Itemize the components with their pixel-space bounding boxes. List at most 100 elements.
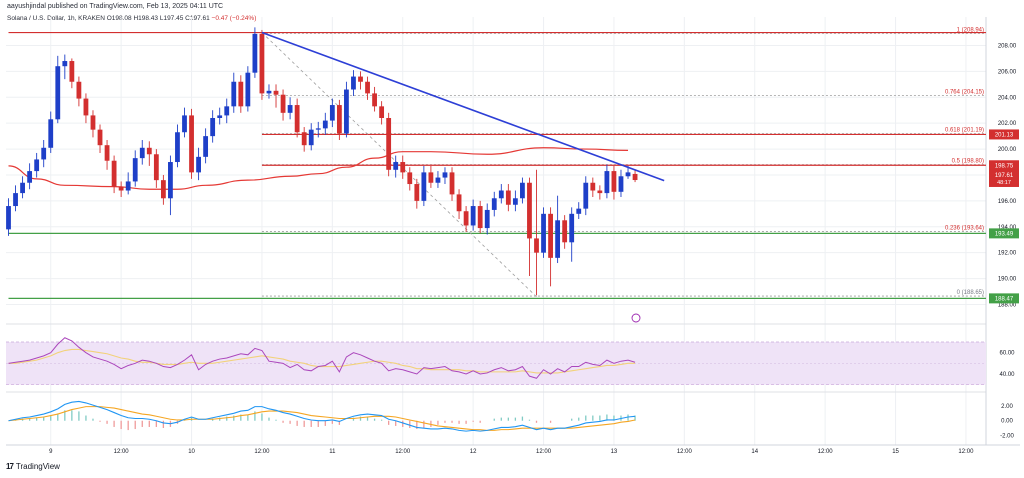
candle-up <box>196 156 201 173</box>
candle-up <box>182 115 187 133</box>
price-badge <box>989 228 1019 239</box>
candle-down <box>104 145 110 161</box>
candle-down <box>534 238 539 253</box>
fib-level-label: 0 (188.65) <box>957 290 984 296</box>
ohlc-values: O198.08 H198.43 L197.45 C197.61 <box>106 15 210 22</box>
macd-tick-label: 0.00 <box>1001 419 1013 425</box>
candle-up <box>210 118 216 137</box>
tradingview-brand: TradingView <box>15 462 60 471</box>
price-badge-label: 188.47 <box>995 296 1014 302</box>
candle-down <box>449 172 455 195</box>
candle-up <box>139 147 145 159</box>
candle-up <box>41 147 47 160</box>
time-tick-label: 12:00 <box>677 449 693 455</box>
candle-up <box>132 158 138 182</box>
candle-down <box>97 129 103 146</box>
candle-up <box>604 171 610 194</box>
candle-up <box>252 33 258 73</box>
candle-up <box>308 129 314 146</box>
candle-up <box>315 128 321 130</box>
rsi-tick-label: 60.00 <box>999 351 1015 357</box>
candle-down <box>632 173 638 181</box>
candle-down <box>590 182 596 191</box>
candle-down <box>407 172 413 185</box>
trend-line <box>261 31 665 182</box>
price-tick-label: 202.00 <box>998 121 1017 127</box>
candle-up <box>435 177 441 183</box>
candle-up <box>618 176 624 192</box>
candle-up <box>498 190 504 199</box>
time-tick-label: 14 <box>751 449 758 455</box>
candle-down <box>372 93 377 107</box>
macd-signal-line <box>8 406 636 431</box>
candle-down <box>76 81 82 99</box>
candle-down <box>527 182 532 239</box>
rsi-line <box>8 337 636 379</box>
time-tick-label: 11 <box>329 449 336 455</box>
candle-down <box>428 172 434 183</box>
candle-down <box>597 190 603 194</box>
candle-down <box>189 115 194 173</box>
candle-up <box>266 90 272 94</box>
candle-down <box>456 194 462 212</box>
time-tick-label: 12:00 <box>958 449 974 455</box>
candle-down <box>69 61 75 82</box>
price-badge <box>989 160 1019 171</box>
candle-down <box>83 98 89 116</box>
candle-down <box>562 220 568 243</box>
candle-down <box>336 105 342 134</box>
time-tick-label: 13 <box>611 449 618 455</box>
candle-up <box>217 115 223 118</box>
candle-up <box>13 193 18 207</box>
price-badge <box>989 169 1019 187</box>
candle-down <box>358 76 363 82</box>
rsi-ma-line <box>8 348 636 374</box>
candle-up <box>20 182 25 194</box>
price-tick-label: 188.00 <box>998 302 1017 308</box>
macd-tick-label: -2.00 <box>1000 434 1014 440</box>
price-badge <box>989 293 1019 304</box>
fib-level-label: 0.236 (193.64) <box>945 225 984 231</box>
macd-tick-label: 2.00 <box>1001 404 1013 410</box>
candle-up <box>351 76 356 90</box>
candle-down <box>90 115 96 130</box>
time-tick-label: 12:00 <box>254 449 270 455</box>
macd-line <box>8 400 636 432</box>
candle-up <box>393 162 399 170</box>
candle-up <box>203 136 209 157</box>
symbol-name: Solana / U.S. Dollar, 1h, KRAKEN <box>7 15 105 22</box>
candle-up <box>520 182 525 199</box>
tv-logo-icon: 17 <box>6 462 14 471</box>
candle-down <box>146 147 152 155</box>
time-tick-label: 12:00 <box>818 449 834 455</box>
candle-down <box>611 171 617 192</box>
tradingview-logo[interactable]: 17 TradingView <box>6 462 60 471</box>
candle-down <box>386 118 392 170</box>
candle-up <box>555 220 561 258</box>
candle-up <box>583 182 589 209</box>
price-tick-label: 200.00 <box>998 147 1017 153</box>
countdown-label: 48:17 <box>997 180 1011 186</box>
candle-up <box>224 106 230 116</box>
candle-down <box>301 132 307 146</box>
candle-up <box>541 213 546 253</box>
candle-down <box>294 105 300 133</box>
price-tick-label: 206.00 <box>998 69 1017 75</box>
candle-up <box>34 159 40 172</box>
candle-up <box>442 172 448 178</box>
fib-level-label: 0.618 (201.19) <box>945 128 984 134</box>
price-tick-label: 190.00 <box>998 277 1017 283</box>
candle-up <box>569 213 575 243</box>
candle-up <box>168 162 173 199</box>
price-badge-label: 197.61 <box>995 173 1014 179</box>
candle-up <box>484 209 490 229</box>
candle-down <box>463 211 469 226</box>
price-badge-label: 198.75 <box>995 163 1014 169</box>
candle-up <box>125 181 131 191</box>
time-tick-label: 12:00 <box>114 449 130 455</box>
candle-up <box>625 172 631 177</box>
drawing-marker-icon <box>631 313 641 323</box>
time-tick-label: 12:00 <box>536 449 552 455</box>
price-badge-label: 201.13 <box>995 132 1014 138</box>
